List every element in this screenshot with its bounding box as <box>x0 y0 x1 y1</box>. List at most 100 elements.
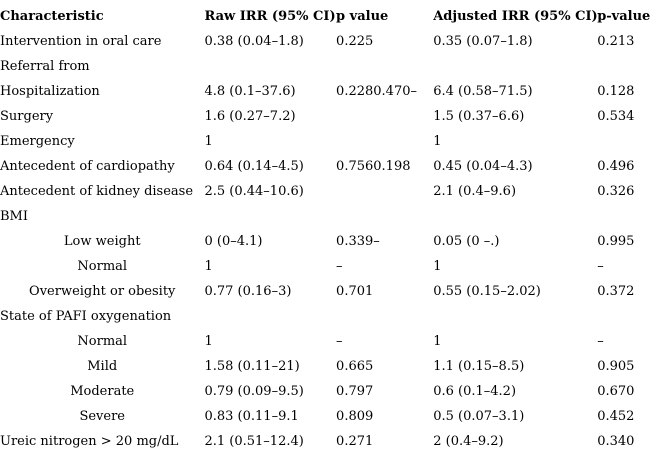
cell-characteristic: Ureic nitrogen > 20 mg/dL <box>0 434 179 449</box>
column-header-raw-irr: Raw IRR (95% CI) <box>204 9 336 24</box>
cell-p-value-adjusted: 0.340 <box>597 434 635 449</box>
cell-adjusted-irr: 2 (0.4–9.2) <box>433 434 504 449</box>
table-row: Antecedent of kidney disease 2.5 (0.44–10… <box>0 179 662 204</box>
cell-raw-irr: 1.58 (0.11–21) <box>204 359 300 374</box>
table-row: Surgery 1.6 (0.27–7.2) 1.5 (0.37–6.6) 0.534 <box>0 104 662 129</box>
cell-raw-irr: 1 <box>204 334 213 349</box>
cell-p-value-adjusted: 0.534 <box>597 109 635 124</box>
column-header-p-value-adjusted: p-value <box>597 9 651 24</box>
table-row: Normal 1 – 1 – <box>0 329 662 354</box>
cell-characteristic: BMI <box>0 209 28 224</box>
column-header-adjusted-irr: Adjusted IRR (95% CI) <box>433 9 598 24</box>
cell-characteristic: Emergency <box>0 134 75 149</box>
cell-p-value <box>336 304 433 329</box>
cell-raw-irr <box>204 54 336 79</box>
cell-p-value-adjusted: 0.452 <box>597 409 635 424</box>
table-row: Intervention in oral care 0.38 (0.04–1.8)… <box>0 29 662 54</box>
cell-raw-irr <box>204 204 336 229</box>
cell-adjusted-irr: 0.05 (0 –.) <box>433 234 500 249</box>
cell-p-value-adjusted: – <box>597 259 604 274</box>
cell-p-value-adjusted: 0.372 <box>597 284 635 299</box>
cell-characteristic: Overweight or obesity <box>29 284 176 299</box>
cell-adjusted-irr: 1.1 (0.15–8.5) <box>433 359 525 374</box>
table-row: Referral from <box>0 54 662 79</box>
cell-raw-irr: 0 (0–4.1) <box>204 234 263 249</box>
table-row: State of PAFI oxygenation <box>0 304 662 329</box>
cell-adjusted-irr: 0.6 (0.1–4.2) <box>433 384 517 399</box>
table-row: Severe 0.83 (0.11–9.1 0.809 0.5 (0.07–3.1) 0… <box>0 404 662 429</box>
cell-characteristic: Referral from <box>0 59 90 74</box>
cell-characteristic: Low weight <box>63 234 141 249</box>
table-row: Hospitalization 4.8 (0.1–37.6) 0.2280.470–… <box>0 79 662 104</box>
cell-characteristic: Mild <box>87 359 118 374</box>
cell-adjusted-irr <box>433 54 597 79</box>
cell-p-value-adjusted <box>597 304 662 329</box>
cell-characteristic: Severe <box>79 409 125 424</box>
table-row: Normal 1 – 1 – <box>0 254 662 279</box>
cell-p-value: 0.225 <box>336 34 374 49</box>
cell-raw-irr: 0.77 (0.16–3) <box>204 284 292 299</box>
cell-adjusted-irr <box>433 204 597 229</box>
cell-p-value <box>336 179 433 204</box>
cell-adjusted-irr <box>433 304 597 329</box>
cell-raw-irr <box>204 304 336 329</box>
cell-raw-irr: 4.8 (0.1–37.6) <box>204 84 296 99</box>
cell-p-value-adjusted: 0.995 <box>597 234 635 249</box>
cell-adjusted-irr: 1.5 (0.37–6.6) <box>433 109 525 124</box>
cell-p-value: 0.809 <box>336 409 374 424</box>
cell-p-value <box>336 54 433 79</box>
cell-p-value <box>336 129 433 154</box>
cell-p-value <box>336 104 433 129</box>
table-head: Characteristic Raw IRR (95% CI) p value Adj… <box>0 4 662 29</box>
table-row: Overweight or obesity 0.77 (0.16–3) 0.701 0… <box>0 279 662 304</box>
cell-p-value: 0.271 <box>336 434 374 449</box>
cell-p-value: – <box>336 334 343 349</box>
cell-p-value <box>336 204 433 229</box>
cell-characteristic: Intervention in oral care <box>0 34 162 49</box>
cell-adjusted-irr: 1 <box>433 334 442 349</box>
table-row: Antecedent of cardiopathy 0.64 (0.14–4.5)… <box>0 154 662 179</box>
cell-p-value-adjusted: 0.905 <box>597 359 635 374</box>
cell-raw-irr: 1 <box>204 259 213 274</box>
cell-characteristic: Moderate <box>70 384 135 399</box>
cell-characteristic: Normal <box>77 334 128 349</box>
cell-p-value: – <box>336 259 343 274</box>
cell-raw-irr: 0.64 (0.14–4.5) <box>204 159 304 174</box>
cell-p-value-adjusted: 0.496 <box>597 159 635 174</box>
cell-adjusted-irr: 0.5 (0.07–3.1) <box>433 409 525 424</box>
table-row: BMI <box>0 204 662 229</box>
table-row: Moderate 0.79 (0.09–9.5) 0.797 0.6 (0.1–4.2… <box>0 379 662 404</box>
cell-p-value-adjusted: – <box>597 334 604 349</box>
page: { "table": { "columns": [ { "key": "char… <box>0 4 662 462</box>
cell-p-value-adjusted <box>597 54 662 79</box>
cell-adjusted-irr: 6.4 (0.58–71.5) <box>433 84 533 99</box>
cell-characteristic: Antecedent of kidney disease <box>0 184 194 199</box>
cell-p-value-adjusted: 0.128 <box>597 84 635 99</box>
cell-p-value: 0.2280.470– <box>336 84 417 99</box>
cell-characteristic: Antecedent of cardiopathy <box>0 159 175 174</box>
cell-raw-irr: 0.83 (0.11–9.1 <box>204 409 299 424</box>
cell-p-value: 0.797 <box>336 384 374 399</box>
table-body: Intervention in oral care 0.38 (0.04–1.8)… <box>0 29 662 454</box>
cell-characteristic: Hospitalization <box>0 84 100 99</box>
cell-adjusted-irr: 2.1 (0.4–9.6) <box>433 184 517 199</box>
cell-p-value-adjusted: 0.213 <box>597 34 635 49</box>
cell-characteristic: Normal <box>77 259 128 274</box>
cell-p-value: 0.701 <box>336 284 374 299</box>
results-table: Characteristic Raw IRR (95% CI) p value Adj… <box>0 4 662 454</box>
cell-raw-irr: 1.6 (0.27–7.2) <box>204 109 296 124</box>
column-header-characteristic: Characteristic <box>0 9 104 24</box>
cell-raw-irr: 2.5 (0.44–10.6) <box>204 184 304 199</box>
cell-raw-irr: 0.79 (0.09–9.5) <box>204 384 304 399</box>
cell-adjusted-irr: 1 <box>433 134 442 149</box>
cell-adjusted-irr: 0.55 (0.15–2.02) <box>433 284 541 299</box>
cell-p-value-adjusted <box>597 129 662 154</box>
cell-p-value: 0.665 <box>336 359 374 374</box>
table-row: Low weight 0 (0–4.1) 0.339– 0.05 (0 –.) 0.99… <box>0 229 662 254</box>
column-header-p-value: p value <box>336 9 389 24</box>
cell-p-value-adjusted <box>597 204 662 229</box>
table-row: Mild 1.58 (0.11–21) 0.665 1.1 (0.15–8.5) 0.9… <box>0 354 662 379</box>
table-row: Ureic nitrogen > 20 mg/dL 2.1 (0.51–12.4)… <box>0 429 662 454</box>
header-row: Characteristic Raw IRR (95% CI) p value Adj… <box>0 4 662 29</box>
cell-characteristic: Surgery <box>0 109 54 124</box>
